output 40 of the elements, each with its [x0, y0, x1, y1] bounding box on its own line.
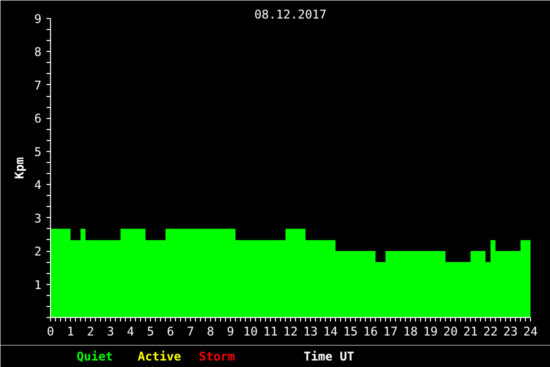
- x-tick-label: 9: [226, 324, 234, 338]
- x-axis-title: Time UT: [304, 350, 354, 364]
- y-tick-label: 6: [34, 112, 42, 126]
- x-tick-label: 18: [403, 324, 418, 338]
- y-tick-label: 3: [34, 211, 42, 226]
- legend-label: Storm: [198, 350, 235, 364]
- x-tick-label: 21: [463, 324, 478, 338]
- x-tick-label: 14: [323, 324, 338, 338]
- x-tick-label: 19: [423, 324, 438, 338]
- text: Quiet: [76, 350, 113, 364]
- x-tick-label: 11: [263, 324, 278, 338]
- x-tick-label: 10: [243, 324, 258, 338]
- y-tick-label: 9: [34, 12, 42, 26]
- y-tick-label: 2: [34, 244, 42, 259]
- x-tick-label: 15: [343, 324, 358, 338]
- x-tick-label: 6: [166, 324, 174, 338]
- x-tick-label: 3: [106, 324, 114, 338]
- x-tick-label: 23: [503, 324, 518, 338]
- x-tick-label: 8: [206, 324, 214, 338]
- chart-title: 08.12.2017: [254, 8, 327, 22]
- x-tick-label: 13: [303, 324, 318, 338]
- x-tick-label: 5: [146, 324, 154, 338]
- y-tick-label: 4: [34, 178, 42, 192]
- x-tick-label: 22: [483, 324, 498, 338]
- y-tick-label: 8: [34, 45, 42, 60]
- x-tick-label: 24: [523, 324, 538, 338]
- x-tick-label: 0: [46, 324, 54, 338]
- x-tick-label: 1: [66, 324, 74, 338]
- y-axis-title: Kpm: [12, 157, 26, 179]
- x-tick-label: 17: [383, 324, 398, 338]
- x-tick-label: 2: [86, 324, 94, 338]
- y-tick-label: 5: [34, 144, 42, 159]
- legend-label: Active: [138, 350, 182, 364]
- x-tick-label: 16: [363, 324, 378, 338]
- x-tick-label: 20: [443, 324, 458, 338]
- y-tick-label: 1: [34, 278, 42, 292]
- x-tick-label: 7: [186, 324, 194, 338]
- x-tick-label: 12: [283, 324, 298, 338]
- y-tick-label: 7: [34, 78, 42, 92]
- x-tick-label: 4: [126, 324, 134, 338]
